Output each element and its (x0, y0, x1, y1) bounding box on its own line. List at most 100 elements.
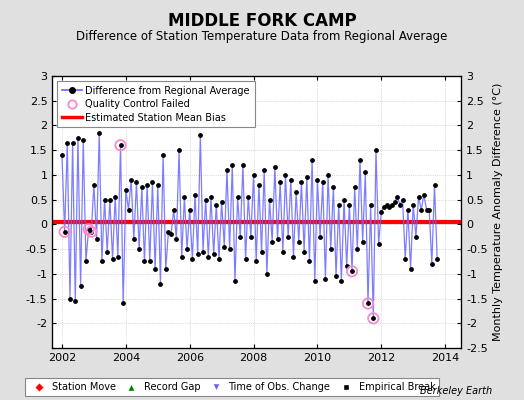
Point (220, 244, 228, 250)
Point (313, 177, 322, 183)
Point (146, 258, 154, 265)
Point (116, 142, 125, 148)
Point (311, 278, 319, 284)
Point (103, 248, 112, 255)
Point (417, 206, 425, 213)
Point (348, 268, 356, 274)
Point (369, 315, 377, 322)
Point (183, 246, 191, 252)
Point (79, 137, 88, 144)
Point (420, 192, 428, 198)
Point (260, 167, 268, 173)
Point (326, 246, 335, 252)
Point (364, 300, 372, 307)
Point (396, 201, 404, 208)
Point (398, 196, 407, 203)
Point (233, 194, 242, 200)
Point (135, 246, 144, 252)
Point (377, 209, 386, 215)
Point (332, 273, 340, 280)
Point (178, 253, 186, 260)
Point (151, 266, 159, 272)
Point (403, 206, 412, 213)
Point (409, 201, 418, 208)
Point (329, 184, 337, 190)
Point (188, 256, 196, 262)
Point (361, 169, 369, 176)
Point (252, 258, 260, 265)
Point (433, 256, 441, 262)
Point (321, 276, 330, 282)
Point (77, 283, 85, 289)
Point (159, 152, 167, 158)
Point (223, 167, 231, 173)
Point (383, 201, 391, 208)
Point (294, 238, 303, 245)
Point (58, 152, 66, 158)
Point (161, 266, 170, 272)
Point (138, 184, 146, 190)
Point (228, 162, 236, 168)
Point (170, 206, 178, 213)
Point (390, 199, 399, 205)
Point (114, 253, 122, 260)
Point (292, 189, 300, 196)
Point (289, 253, 298, 260)
Point (132, 179, 140, 186)
Point (425, 206, 433, 213)
Point (63, 140, 71, 146)
Point (297, 179, 305, 186)
Point (95, 130, 103, 136)
Point (345, 201, 354, 208)
Point (87, 228, 95, 235)
Point (268, 238, 276, 245)
Point (106, 196, 114, 203)
Point (263, 271, 271, 277)
Legend: Station Move, Record Gap, Time of Obs. Change, Empirical Break: Station Move, Record Gap, Time of Obs. C… (25, 378, 439, 396)
Point (71, 298, 80, 304)
Point (284, 234, 292, 240)
Point (316, 234, 324, 240)
Point (129, 236, 138, 242)
Point (340, 196, 348, 203)
Point (60, 228, 69, 235)
Point (164, 228, 172, 235)
Point (369, 315, 377, 322)
Point (92, 236, 101, 242)
Point (143, 182, 151, 188)
Point (334, 201, 343, 208)
Point (348, 268, 356, 274)
Point (305, 258, 314, 265)
Point (358, 238, 367, 245)
Point (172, 236, 181, 242)
Point (97, 258, 106, 265)
Point (101, 196, 109, 203)
Point (300, 248, 308, 255)
Text: MIDDLE FORK CAMP: MIDDLE FORK CAMP (168, 12, 356, 30)
Point (401, 256, 409, 262)
Point (175, 147, 183, 153)
Point (84, 226, 93, 232)
Point (412, 234, 420, 240)
Point (302, 174, 311, 180)
Point (124, 206, 133, 213)
Point (364, 300, 372, 307)
Point (148, 179, 157, 186)
Point (407, 266, 415, 272)
Point (191, 192, 199, 198)
Point (167, 231, 175, 238)
Point (265, 196, 274, 203)
Point (154, 182, 162, 188)
Point (207, 194, 215, 200)
Point (255, 182, 263, 188)
Point (199, 248, 207, 255)
Point (242, 256, 250, 262)
Point (111, 194, 119, 200)
Point (108, 256, 117, 262)
Point (84, 226, 93, 232)
Point (356, 157, 364, 163)
Point (380, 204, 388, 210)
Point (180, 194, 189, 200)
Point (196, 132, 204, 138)
Point (324, 172, 332, 178)
